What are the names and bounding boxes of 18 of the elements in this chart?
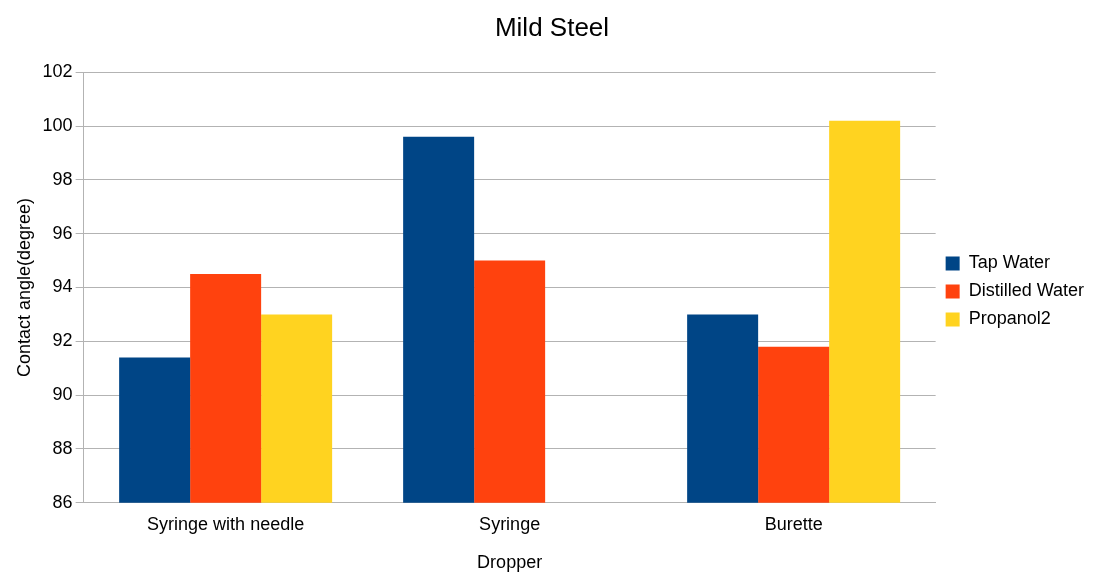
x-axis-title: Dropper [477, 552, 543, 573]
chart-title: Mild Steel [494, 11, 610, 42]
y-axis-title: Contact angle(degree) [13, 197, 34, 378]
y-tick-label: 102 [42, 61, 73, 82]
y-tick-label: 88 [52, 437, 73, 458]
y-tick-label: 98 [52, 168, 73, 189]
x-tick-label: Burette [764, 513, 823, 534]
legend-label: Distilled Water [968, 280, 1085, 301]
y-tick-label: 86 [52, 491, 73, 512]
x-tick-label: Syringe [479, 513, 541, 534]
x-tick-label: Syringe with needle [147, 513, 305, 534]
y-tick-label: 96 [52, 222, 73, 243]
y-tick-label: 100 [42, 114, 73, 135]
y-tick-label: 90 [52, 384, 73, 405]
legend-label: Tap Water [968, 252, 1051, 273]
y-tick-label: 92 [52, 330, 73, 351]
y-tick-label: 94 [52, 276, 73, 297]
legend-label: Propanol2 [968, 308, 1051, 329]
